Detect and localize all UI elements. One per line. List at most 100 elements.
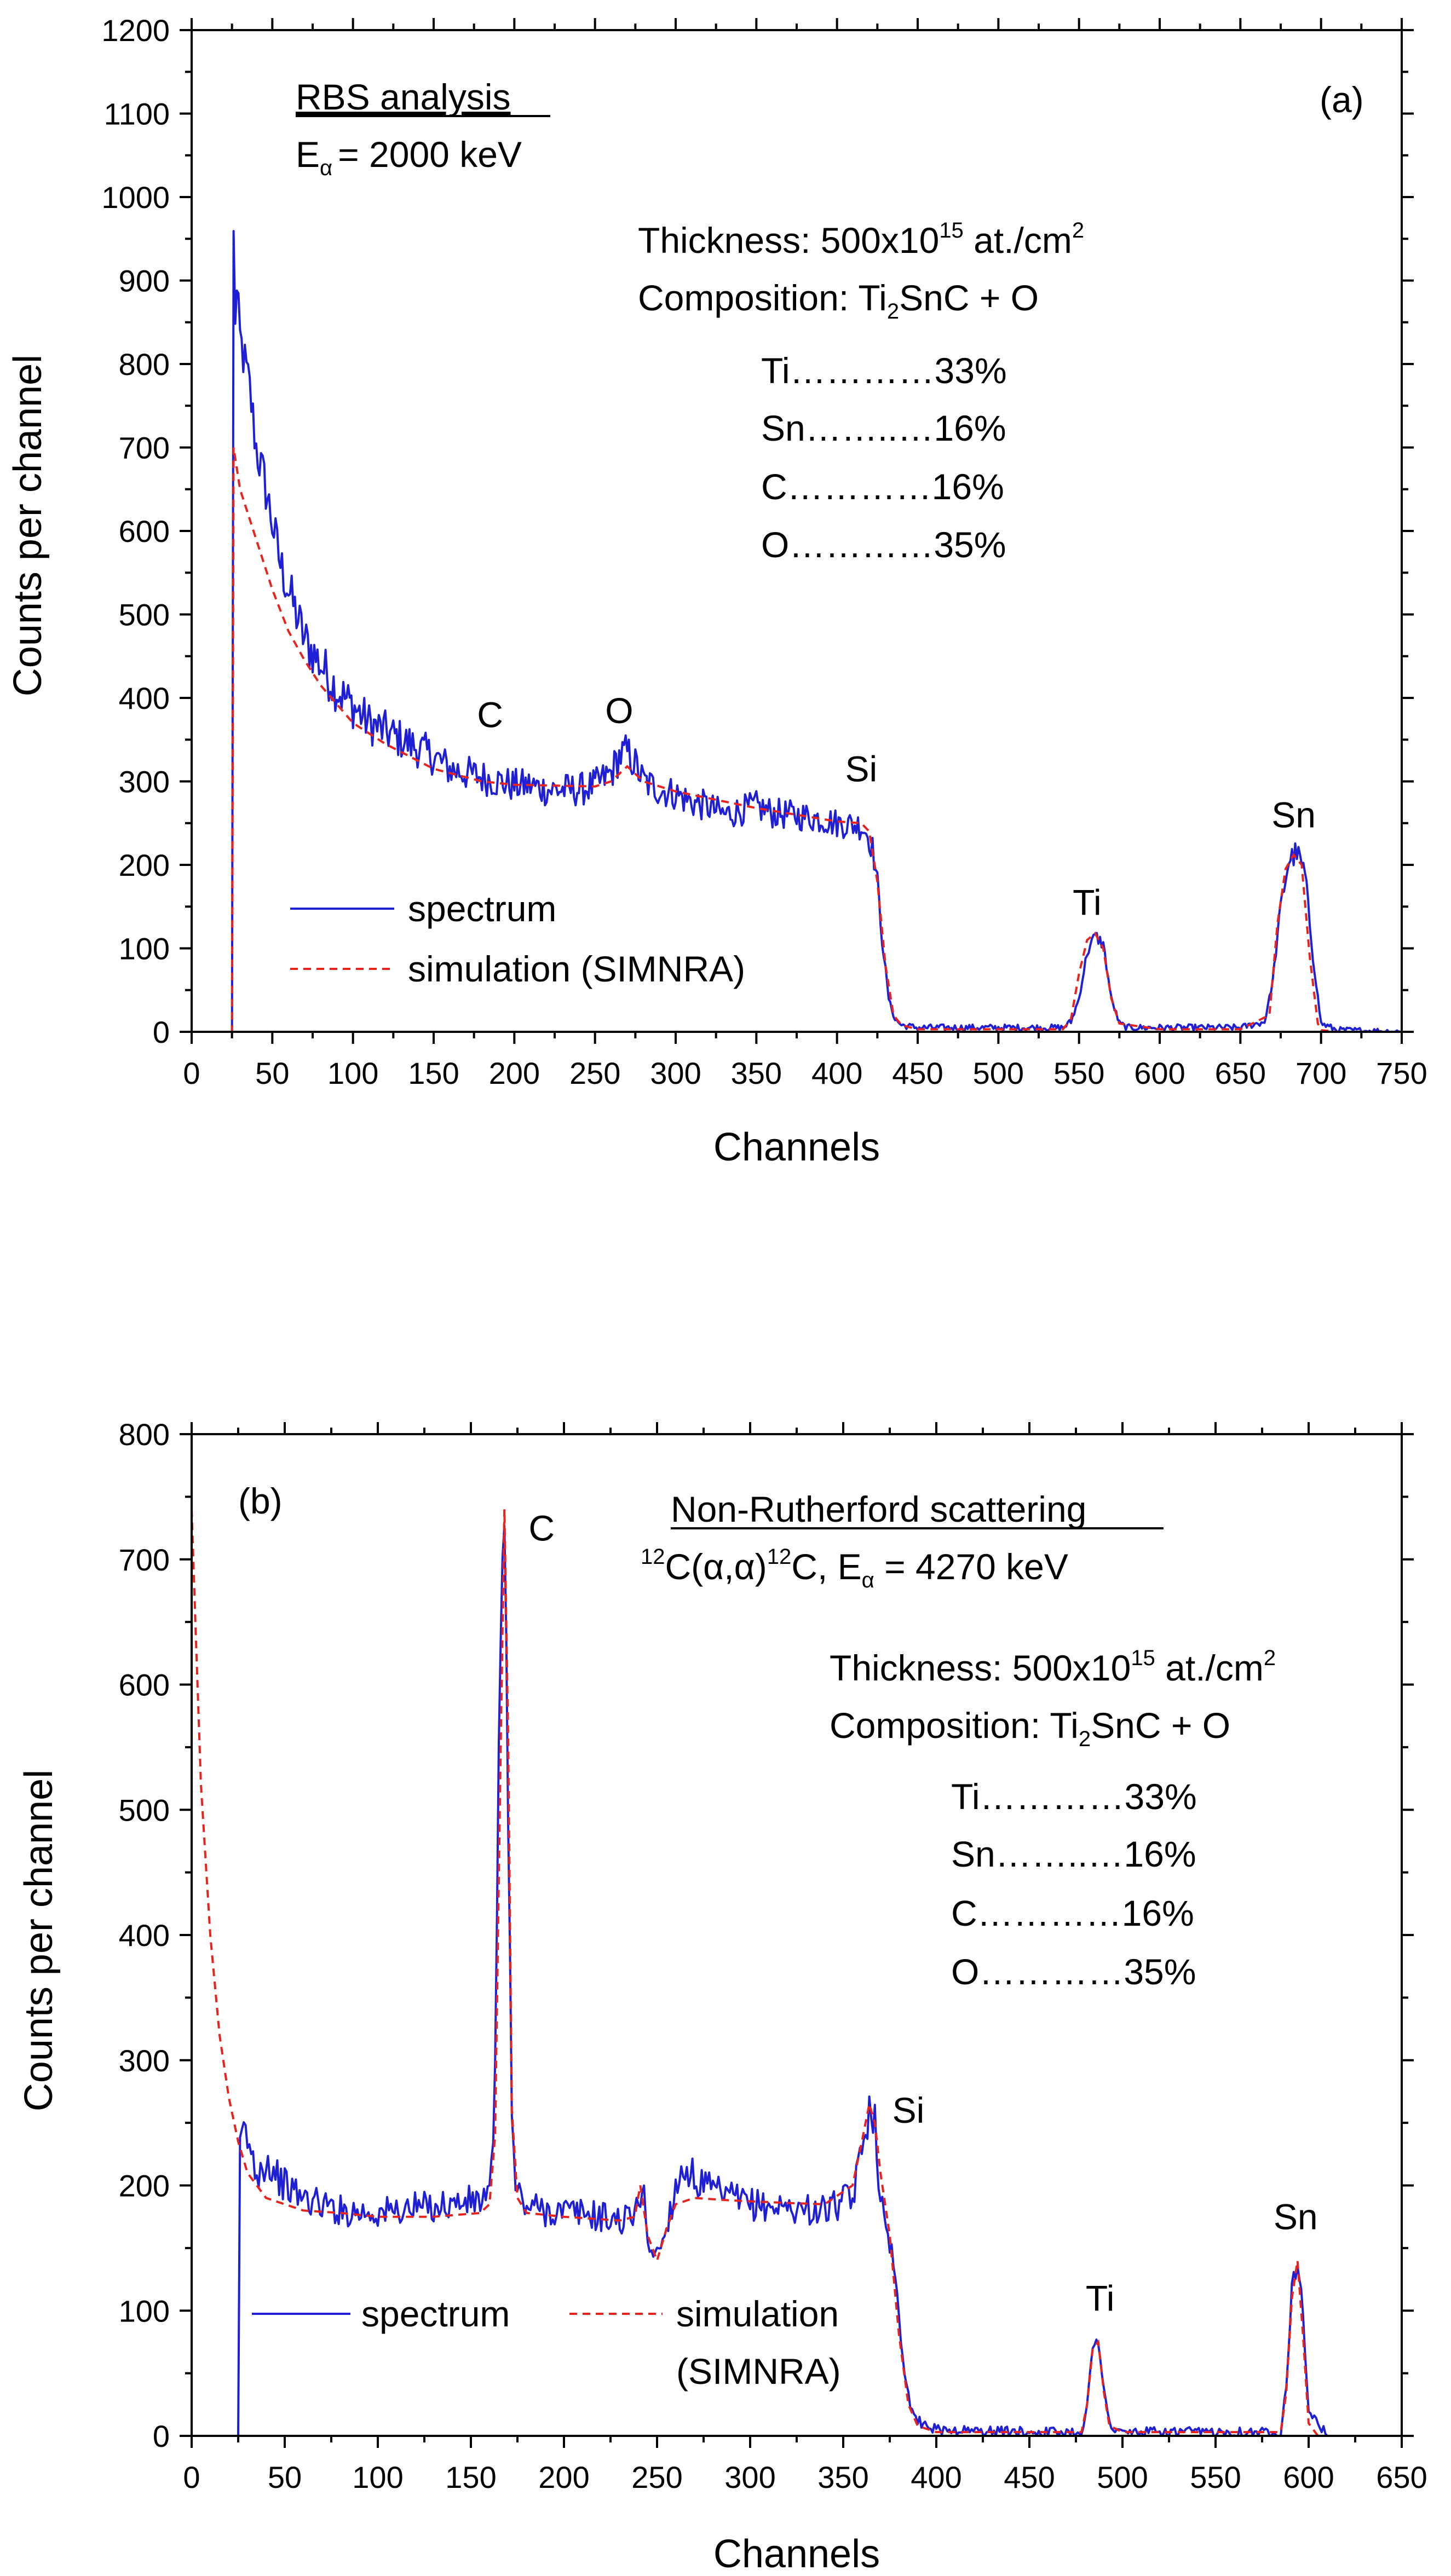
panel-a-ytick-label: 400 <box>119 681 170 715</box>
panel-b-xtick-label: 600 <box>1283 2460 1334 2494</box>
panel-b-legend-spectrum: spectrum <box>361 2294 510 2334</box>
panel-b-thickness: Thickness: 500x1015 at./cm2 <box>830 1646 1276 1688</box>
panel-a-xtick-label: 450 <box>892 1056 943 1090</box>
panel-b-peak-label-sn: Sn <box>1274 2197 1318 2237</box>
panel-a-ytick-label: 700 <box>119 431 170 465</box>
panel-b-peak-label-si: Si <box>893 2090 925 2130</box>
panel-b-peak-label-ti: Ti <box>1086 2278 1115 2318</box>
panel-a-peak-label-si: Si <box>845 749 878 789</box>
panel-b-xtick-label: 250 <box>631 2460 682 2494</box>
panel-b-xtick-label: 100 <box>352 2460 403 2494</box>
panel-a-ytick-label: 1200 <box>101 13 170 48</box>
panel-b-peak-label-c: C <box>528 1508 555 1548</box>
panel-a-label: (a) <box>1320 79 1364 120</box>
panel-a-legend-spectrum: spectrum <box>408 888 556 929</box>
panel-b-ytick-label: 400 <box>119 1918 170 1953</box>
panel-a-ytick-label: 200 <box>119 848 170 882</box>
panel-b-xtick-label: 550 <box>1190 2460 1241 2494</box>
panel-b-spectrum-line <box>192 1524 1402 2437</box>
panel-b-element-sn: Sn……..…16% <box>951 1834 1196 1874</box>
panel-b-xtick-label: 350 <box>817 2460 868 2494</box>
panel-b-element-ti: Ti…………33% <box>951 1776 1197 1817</box>
panel-a-ytick-label: 1100 <box>104 97 170 131</box>
panel-b-reaction: 12C(α,α)12C, Eα = 4270 keV <box>641 1545 1068 1592</box>
panel-b-ytick-label: 200 <box>119 2169 170 2203</box>
panel-a-element-ti: Ti…………33% <box>761 350 1007 391</box>
panel-b-ylabel: Counts per channel <box>17 1770 61 2111</box>
panel-a-ytick-label: 0 <box>153 1015 170 1049</box>
panel-a-xtick-label: 300 <box>650 1056 701 1090</box>
panel-b-xtick-label: 400 <box>911 2460 961 2494</box>
panel-b-xtick-label: 300 <box>724 2460 775 2494</box>
panel-b-xtick-label: 650 <box>1376 2460 1427 2494</box>
panel-a-xtick-label: 200 <box>489 1056 540 1090</box>
panel-a-peak-label-c: C <box>477 694 503 735</box>
panel-a-ytick-label: 300 <box>119 765 170 799</box>
panel-b-simulation-line <box>191 1509 1402 2437</box>
panel-b-element-c: C…………16% <box>951 1893 1194 1933</box>
panel-b-ytick-label: 700 <box>119 1543 170 1577</box>
panel-b-legend-simulation-2: (SIMNRA) <box>676 2351 841 2392</box>
panel-b-xtick-label: 50 <box>268 2460 302 2494</box>
panel-b-non-rutherford-chart: 0 50 100 150 200 250 300 350 400 450 500 550 600 650 0… <box>17 1417 1427 2576</box>
panel-a-xtick-label: 400 <box>811 1056 862 1090</box>
panel-a-plot-area <box>192 230 1402 1033</box>
panel-a-spectrum-line <box>192 230 1402 1033</box>
panel-a-composition: Composition: Ti2SnC + O <box>638 278 1039 324</box>
panel-b-legend-simulation: simulation <box>676 2294 839 2334</box>
panel-a-xtick-label: 500 <box>973 1056 1024 1090</box>
panel-a-xtick-label: 350 <box>731 1056 782 1090</box>
panel-a-axis-ticks: 0 50 100 150 200 250 300 350 400 450 500 550 600 650 7… <box>101 13 1427 1090</box>
panel-a-xtick-label: 250 <box>569 1056 620 1090</box>
panel-a-ylabel: Counts per channel <box>6 355 50 696</box>
panel-b-xtick-label: 0 <box>183 2460 200 2494</box>
panel-b-ytick-label: 500 <box>119 1793 170 1827</box>
panel-a-xtick-label: 750 <box>1376 1056 1427 1090</box>
panel-a-ytick-label: 600 <box>119 514 170 548</box>
panel-a-ytick-label: 100 <box>119 932 170 966</box>
panel-b-plot-area <box>191 1509 1402 2437</box>
panel-a-peak-labels: C O Si Ti Sn <box>477 690 1316 923</box>
panel-a-ytick-label: 900 <box>119 264 170 298</box>
panel-a-xtick-label: 650 <box>1215 1056 1266 1090</box>
panel-a-peak-label-ti: Ti <box>1073 882 1102 923</box>
panel-b-axis-ticks: 0 50 100 150 200 250 300 350 400 450 500 550 600 650 0… <box>119 1417 1427 2494</box>
panel-b-xtick-label: 450 <box>1004 2460 1055 2494</box>
panel-a-peak-label-sn: Sn <box>1271 794 1316 835</box>
panel-b-label: (b) <box>238 1481 283 1521</box>
panel-b-ytick-label: 600 <box>119 1668 170 1702</box>
panel-b-ytick-label: 300 <box>119 2043 170 2078</box>
panel-a-simulation-line <box>192 447 1402 1033</box>
panel-a-energy: Eα = 2000 keV <box>296 134 522 180</box>
panel-a-xtick-label: 50 <box>255 1056 289 1090</box>
panel-a-title: RBS analysis <box>296 77 511 117</box>
panel-a-ytick-label: 800 <box>119 347 170 382</box>
panel-a-xtick-label: 0 <box>183 1056 200 1090</box>
panel-a-xlabel: Channels <box>713 1125 880 1169</box>
panel-a-xtick-label: 550 <box>1053 1056 1104 1090</box>
panel-b-xtick-label: 500 <box>1097 2460 1148 2494</box>
panel-a-axes-frame <box>191 29 1403 1033</box>
panel-b-xtick-label: 150 <box>445 2460 496 2494</box>
panel-a-xtick-label: 600 <box>1134 1056 1185 1090</box>
panel-b-peak-labels: C Si Ti Sn <box>528 1508 1317 2318</box>
panel-a-element-o: O…………35% <box>761 524 1006 565</box>
panel-a-xtick-label: 150 <box>408 1056 459 1090</box>
panel-a-xtick-label: 700 <box>1295 1056 1346 1090</box>
panel-b-ytick-label: 800 <box>119 1417 170 1452</box>
panel-a-element-sn: Sn……..…16% <box>761 408 1006 448</box>
panel-a-xtick-label: 100 <box>327 1056 378 1090</box>
panel-a-element-c: C…………16% <box>761 466 1004 507</box>
panel-b-composition: Composition: Ti2SnC + O <box>830 1705 1230 1751</box>
panel-a-ytick-label: 500 <box>119 598 170 632</box>
panel-a-rbs-chart: 0 50 100 150 200 250 300 350 400 450 500 550 600 650 7… <box>6 13 1427 1169</box>
panel-b-title: Non-Rutherford scattering <box>671 1489 1086 1529</box>
panel-b-ytick-label: 100 <box>119 2294 170 2328</box>
panel-b-xtick-label: 200 <box>538 2460 589 2494</box>
panel-b-xlabel: Channels <box>713 2532 880 2576</box>
panel-a-legend-simulation: simulation (SIMNRA) <box>408 949 745 989</box>
panel-b-axes-frame <box>191 1433 1403 2437</box>
panel-a-thickness: Thickness: 500x1015 at./cm2 <box>638 218 1084 261</box>
panel-a-peak-label-o: O <box>605 690 633 731</box>
